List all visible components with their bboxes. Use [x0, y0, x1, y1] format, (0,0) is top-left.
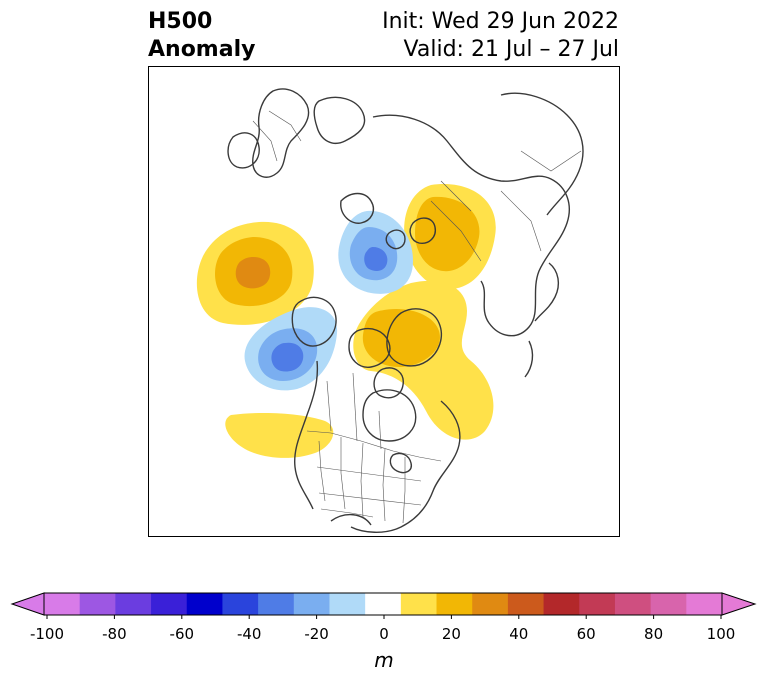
border-mexico — [320, 508, 374, 518]
field-title: H500 — [148, 9, 213, 34]
coastline-great-lakes — [389, 452, 412, 474]
positive-anomaly-siberia-core — [415, 196, 480, 272]
colorbar-segment — [293, 593, 330, 615]
init-date: Init: Wed 29 Jun 2022 — [382, 9, 619, 34]
coastline-hudson-bay — [362, 389, 417, 442]
colorbar-segment — [79, 593, 116, 615]
colorbar-tick-label: -20 — [304, 625, 329, 643]
border-asia-2 — [520, 150, 582, 172]
coastlines — [227, 88, 584, 533]
border-russia-internal-1 — [430, 200, 482, 262]
field-subtitle: Anomaly — [148, 37, 256, 62]
border-europe-1 — [268, 110, 302, 142]
colorbar-segment — [543, 593, 580, 615]
coastline-novaya-zemlya — [409, 217, 436, 244]
colorbar-segment — [614, 593, 652, 615]
positive-anomaly-greenland-core — [362, 309, 440, 367]
negative-anomaly-arctic-core — [364, 247, 388, 271]
coastline-arctic-islands — [340, 192, 375, 224]
colorbar-tick-label: 100 — [706, 625, 736, 643]
coastline-north-america-west — [293, 360, 319, 510]
colorbar-frame — [43, 592, 723, 616]
colorbar — [10, 592, 757, 619]
colorbar-segment — [222, 593, 259, 615]
border-russia-internal-2 — [440, 180, 472, 212]
colorbar-segments — [44, 593, 723, 615]
colorbar-segment — [400, 593, 438, 615]
colorbar-units: m — [374, 648, 394, 672]
coastline-gulf-mexico — [330, 514, 372, 526]
border-europe-2 — [252, 120, 278, 162]
border-us-canada — [306, 430, 442, 462]
anomaly-shading — [196, 184, 496, 458]
colorbar-segment — [365, 593, 402, 615]
border-us-states-1 — [318, 440, 326, 502]
title-block-left: H500 Anomaly — [148, 8, 255, 64]
border-us-states-h1 — [316, 466, 422, 482]
colorbar-tick-label: -100 — [29, 625, 65, 643]
title-block-right: Init: Wed 29 Jun 2022 Valid: 21 Jul – 27… — [382, 8, 619, 64]
colorbar-segment — [686, 593, 723, 615]
colorbar-tick-label: 0 — [379, 625, 389, 643]
coastline-alaska — [291, 296, 337, 347]
border-us-states-4 — [382, 448, 386, 522]
coastline-kamchatka — [534, 262, 560, 322]
colorbar-tick-label: 20 — [441, 625, 461, 643]
colorbar-tick-label: -40 — [236, 625, 262, 643]
coastline-scandinavia — [313, 96, 366, 145]
colorbar-tick-label: -60 — [169, 625, 195, 643]
colorbar-tick-label: 60 — [576, 625, 596, 643]
colorbar-segment — [329, 593, 366, 615]
border-us-states-5 — [402, 457, 406, 524]
colorbar-segment — [507, 593, 545, 615]
border-canada-prov-1 — [326, 380, 332, 432]
colorbar-under-arrow — [10, 592, 45, 616]
colorbar-segment — [579, 593, 616, 615]
negative-anomaly-alaska-core — [271, 342, 304, 372]
colorbar-segment — [115, 593, 152, 615]
coastline-north-america-east — [350, 400, 461, 533]
coastline-mediterranean — [227, 132, 260, 169]
colorbar-tick-label: 40 — [509, 625, 529, 643]
border-canada-prov-3 — [378, 410, 382, 450]
coastline-canadian-archipelago — [348, 327, 391, 368]
coastline-japan — [524, 340, 534, 378]
colorbar-segment — [436, 593, 473, 615]
coastline-europe — [252, 88, 310, 178]
border-us-states-h2 — [318, 492, 422, 506]
polar-stereographic-map — [148, 66, 620, 537]
colorbar-segment — [472, 593, 509, 615]
coastline-svalbard — [385, 229, 406, 250]
colorbar-segment — [151, 593, 188, 615]
coastline-baffin — [373, 367, 404, 399]
colorbar-over-arrow — [721, 592, 757, 616]
border-canada-prov-2 — [352, 372, 358, 442]
coastline-russia-north — [372, 114, 570, 337]
colorbar-segment — [258, 593, 295, 615]
valid-range: Valid: 21 Jul – 27 Jul — [403, 37, 619, 62]
political-boundaries — [252, 110, 582, 524]
coastline-far-east — [500, 92, 584, 216]
colorbar-segment — [650, 593, 687, 615]
coastline-greenland — [386, 308, 443, 367]
colorbar-segment — [44, 593, 81, 615]
border-us-states-2 — [340, 437, 346, 510]
colorbar-tick-label: 80 — [644, 625, 664, 643]
colorbar-segment — [186, 593, 223, 615]
border-us-states-3 — [360, 442, 364, 518]
border-asia-1 — [500, 190, 542, 252]
map-svg — [196, 88, 584, 533]
positive-anomaly-western-us — [225, 413, 334, 458]
positive-anomaly-north-pacific-max — [235, 257, 271, 289]
colorbar-tick-label: -80 — [102, 625, 127, 643]
